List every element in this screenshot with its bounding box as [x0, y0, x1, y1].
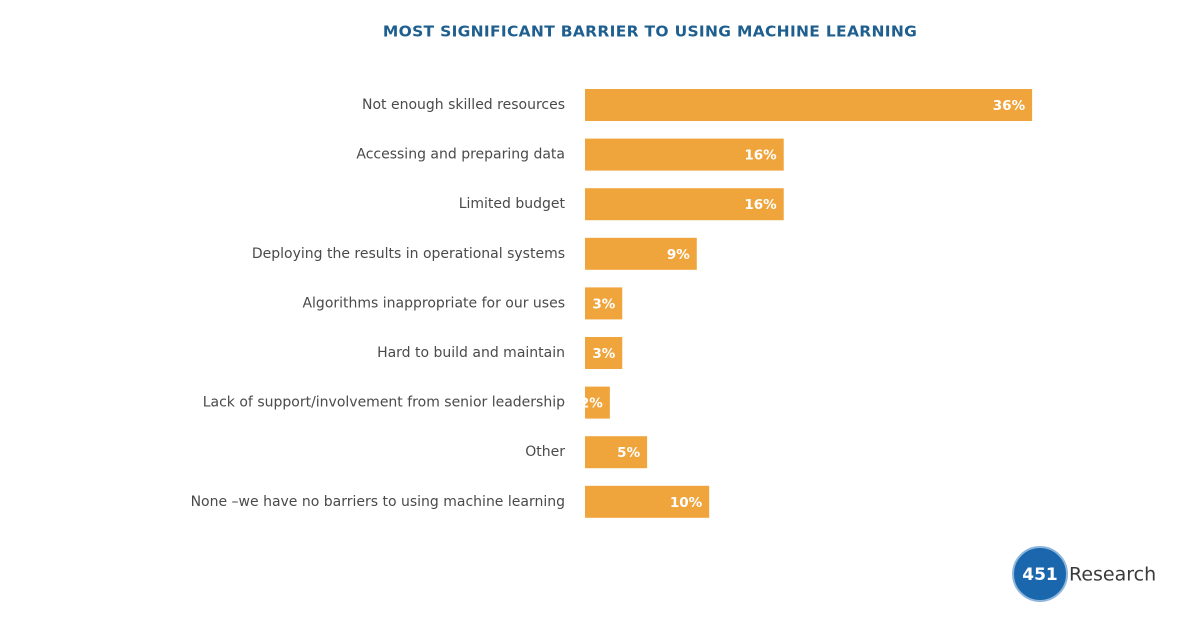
category-label: Deploying the results in operational sys…	[252, 246, 565, 262]
logo-name: Research	[1069, 564, 1156, 586]
category-label: Hard to build and maintain	[377, 345, 565, 361]
value-label: 2%	[580, 396, 603, 412]
logo: 451 Research	[1012, 546, 1156, 602]
category-label: Other	[525, 444, 565, 460]
logo-badge	[1012, 546, 1068, 602]
bar	[585, 188, 784, 221]
bar	[585, 386, 610, 419]
category-label: Not enough skilled resources	[362, 97, 565, 113]
value-label: 36%	[993, 98, 1026, 114]
value-label: 16%	[744, 148, 777, 164]
value-label: 9%	[667, 247, 690, 263]
bar	[585, 89, 1033, 121]
value-label: 3%	[592, 346, 615, 362]
category-label: Lack of support/involvement from senior …	[203, 395, 565, 411]
bar	[585, 138, 784, 171]
bar	[585, 287, 623, 320]
bar	[585, 237, 697, 270]
bar	[585, 337, 623, 369]
category-label: Accessing and preparing data	[356, 147, 565, 163]
logo-mark: 451	[1022, 565, 1058, 585]
chart-title: MOST SIGNIFICANT BARRIER TO USING MACHIN…	[383, 23, 917, 41]
value-label: 16%	[744, 197, 777, 213]
value-label: 3%	[592, 296, 615, 312]
bar	[585, 436, 648, 469]
value-label: 10%	[670, 495, 703, 511]
category-label: Limited budget	[459, 196, 566, 212]
value-label: 5%	[617, 445, 640, 461]
bar	[585, 485, 710, 518]
category-label: Algorithms inappropriate for our uses	[302, 295, 565, 311]
category-label: None –we have no barriers to using machi…	[191, 494, 565, 510]
